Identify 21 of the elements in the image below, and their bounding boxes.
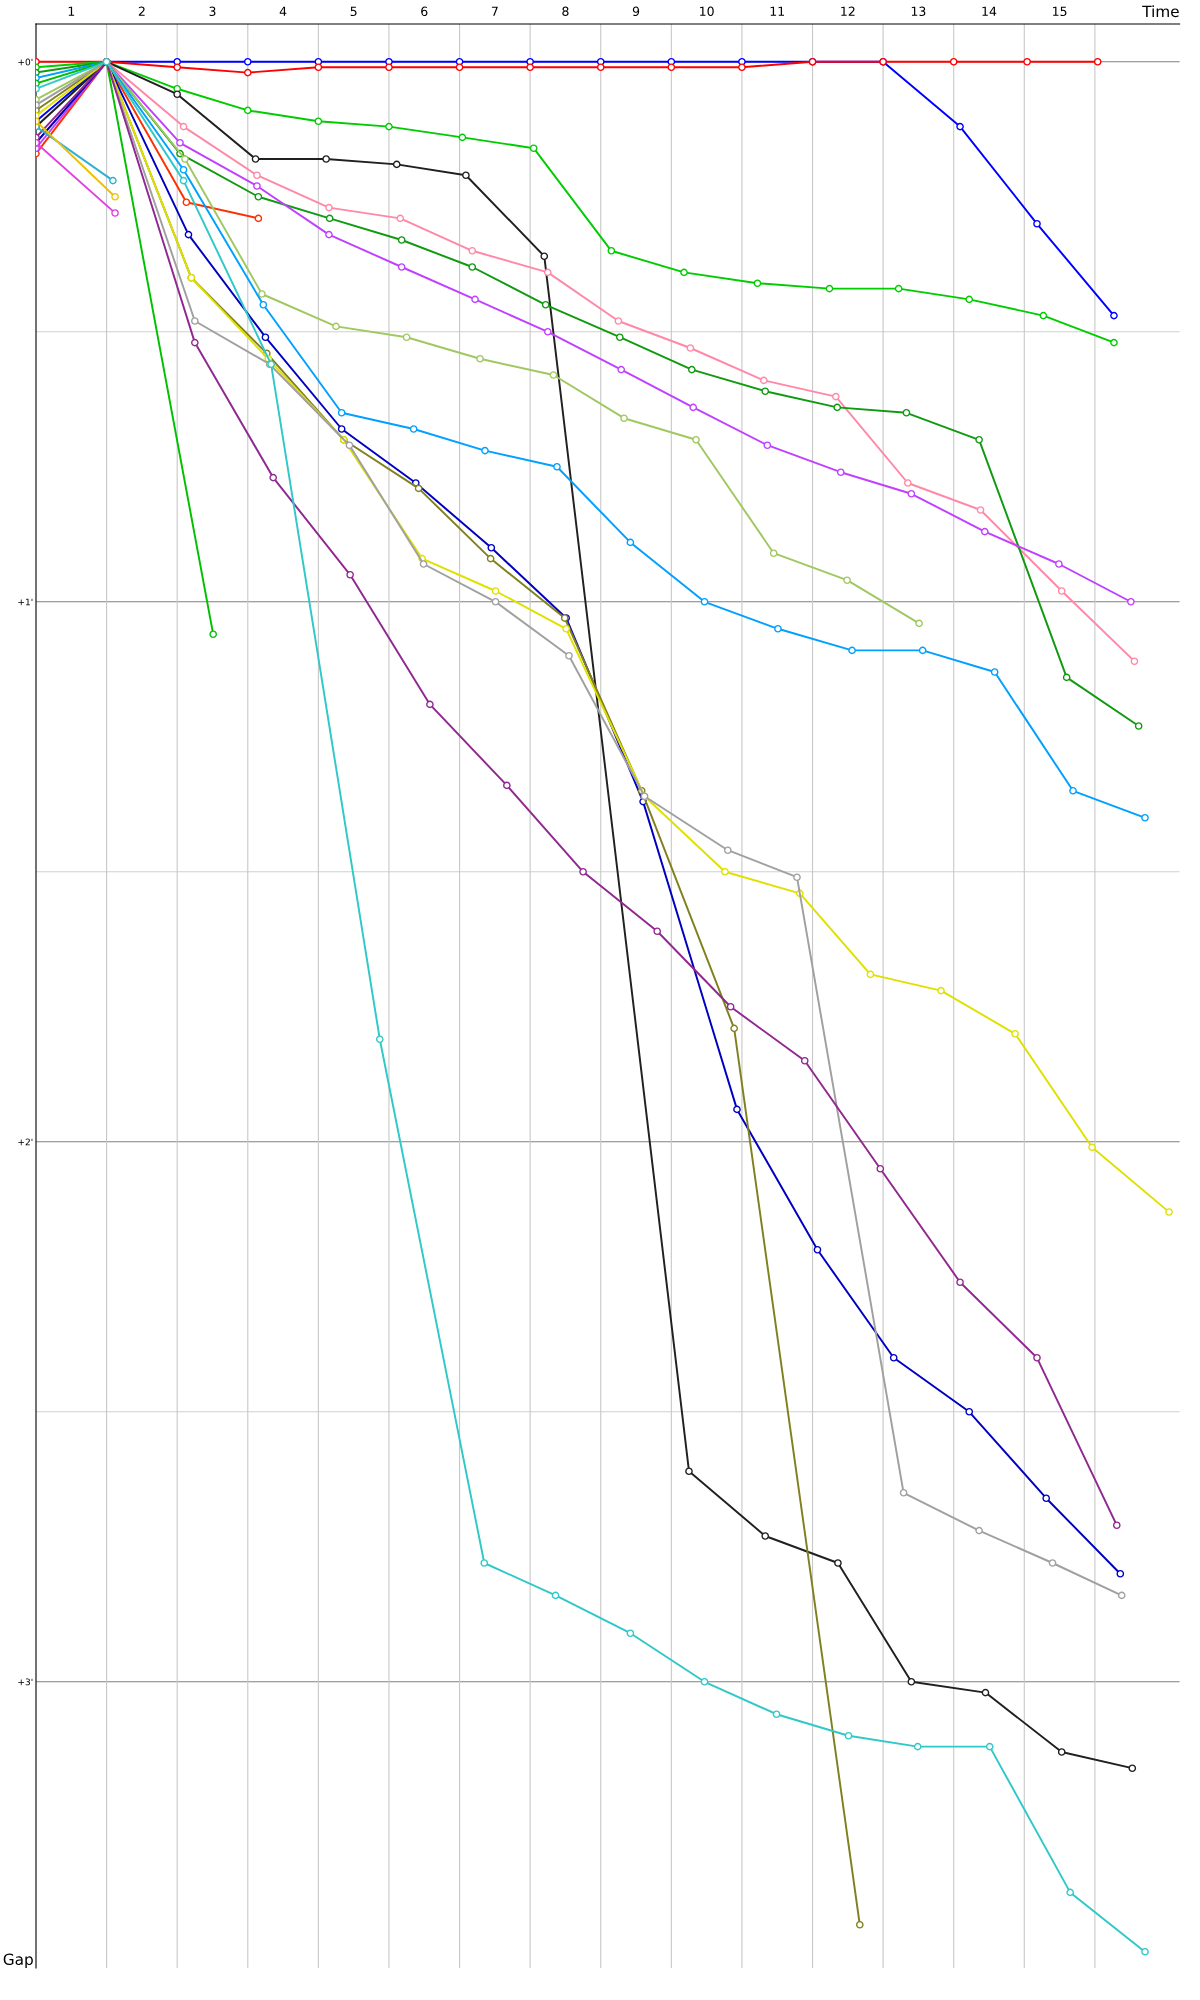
- x-tick-label: 11: [770, 6, 785, 16]
- x-tick-label: 15: [1053, 6, 1067, 17]
- y-axis-title: Gap: [3, 1953, 33, 1968]
- x-tick-label: 3: [209, 6, 216, 17]
- x-tick-label: 12: [841, 6, 855, 16]
- y-tick-label: +3': [18, 1678, 33, 1686]
- y-tick-label: +0': [18, 58, 33, 66]
- y-tick-label: +2': [18, 1138, 33, 1146]
- y-tick-label: +1': [18, 598, 33, 606]
- x-tick-label: 8: [562, 6, 569, 17]
- x-tick-label: 1: [68, 6, 75, 16]
- x-tick-label: 2: [138, 6, 145, 16]
- x-tick-label: 9: [632, 6, 640, 17]
- x-tick-label: 5: [350, 6, 357, 17]
- x-axis-title: Time: [1142, 5, 1179, 18]
- x-tick-label: 13: [911, 6, 926, 17]
- x-tick-label: 14: [982, 6, 997, 16]
- x-tick-label: 10: [700, 6, 714, 17]
- x-tick-label: 4: [279, 6, 287, 16]
- x-tick-label: 6: [421, 6, 428, 17]
- x-tick-label: 7: [491, 6, 498, 16]
